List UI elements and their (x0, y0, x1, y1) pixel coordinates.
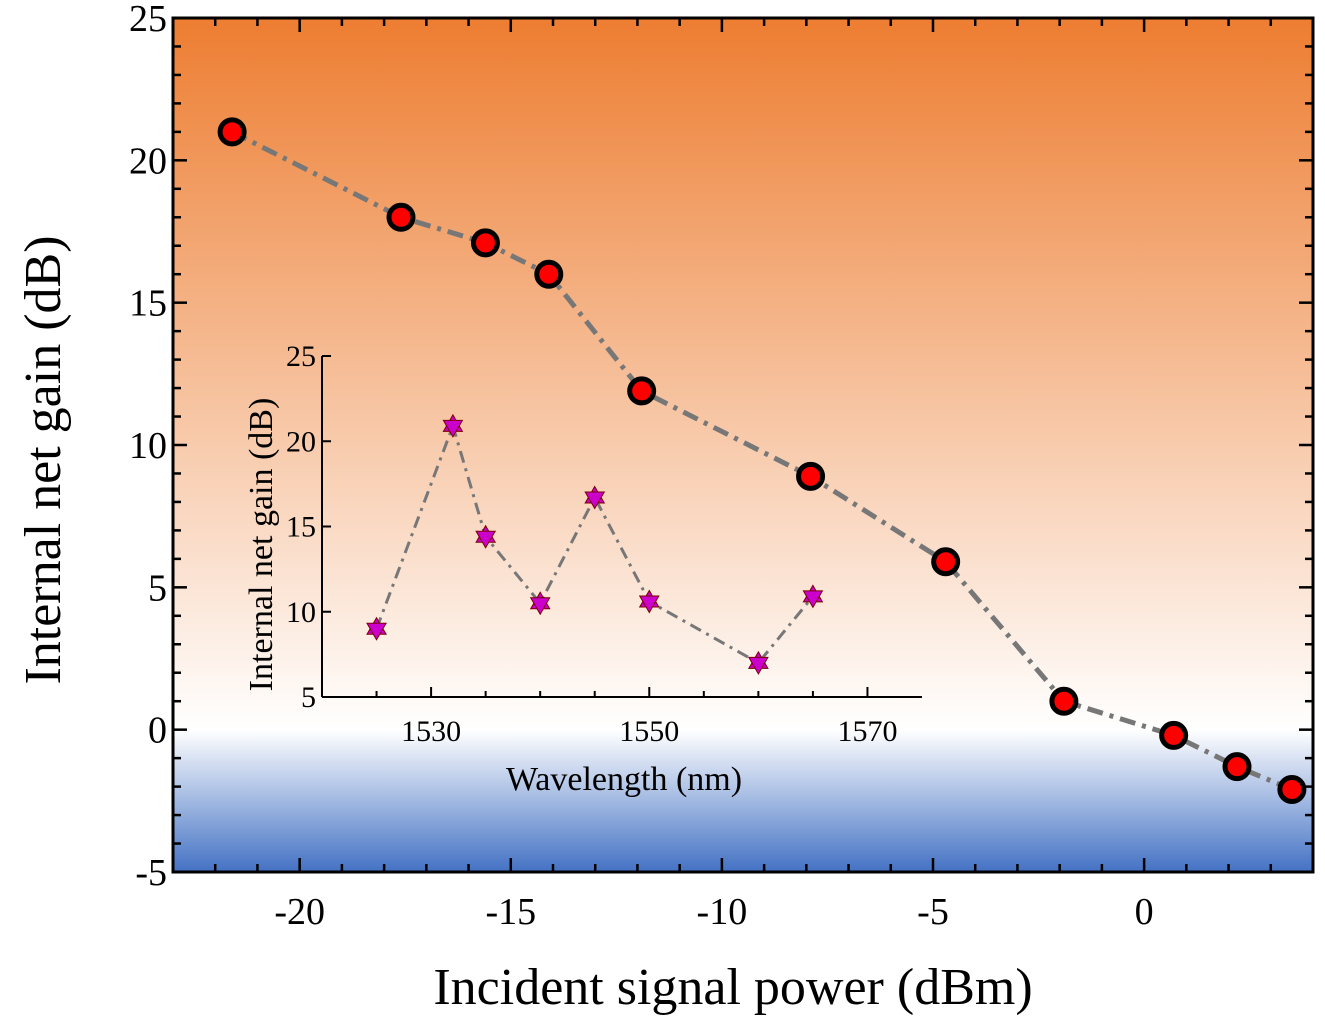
y-tick-label: 15 (129, 283, 167, 325)
main-data-point (1277, 774, 1307, 804)
inset-y-tick-label: 5 (301, 681, 316, 714)
y-tick-label: 0 (148, 710, 167, 752)
main-data-point (1222, 752, 1252, 782)
inset-data-point (529, 591, 551, 616)
y-tick-label: 25 (129, 0, 167, 40)
inset-star-part (475, 530, 497, 549)
inset-data-point (442, 413, 464, 438)
inset-star-part (802, 590, 824, 609)
inset-data-point (475, 524, 497, 549)
main-x-axis-title: Incident signal power (dBm) (433, 959, 1032, 1016)
inset-y-tick-label: 25 (286, 340, 316, 373)
inset-data-point (638, 589, 660, 614)
inset-star-part (366, 622, 387, 641)
inset-star-part (747, 656, 769, 675)
main-data-point (627, 376, 657, 406)
inset-data-point (802, 584, 824, 609)
inset-star-part (529, 597, 551, 616)
inset-star-part (442, 419, 464, 438)
inset-series-line (375, 421, 815, 665)
main-data-point (931, 547, 961, 577)
y-tick-label: -5 (135, 852, 167, 894)
inset-y-tick-label: 10 (286, 596, 316, 629)
x-tick-label: -20 (274, 891, 325, 933)
main-data-point (1049, 686, 1079, 716)
main-data-point (796, 461, 826, 491)
inset-y-tick-label: 20 (286, 425, 316, 458)
x-tick-label: -10 (697, 891, 748, 933)
x-tick-label: 0 (1135, 891, 1154, 933)
y-tick-label: 10 (129, 425, 167, 467)
inset-data-point (584, 485, 606, 510)
main-data-point (217, 117, 247, 147)
inset-x-axis-title: Wavelength (nm) (506, 761, 742, 798)
main-data-point (534, 259, 564, 289)
main-data-point (1159, 720, 1189, 750)
x-tick-label: -15 (485, 891, 536, 933)
y-tick-label: 20 (129, 140, 167, 182)
inset-x-tick-label: 1530 (401, 715, 461, 748)
y-tick-label: 5 (148, 567, 167, 609)
inset-data-point (747, 650, 769, 675)
x-tick-label: -5 (917, 891, 949, 933)
main-data-point (386, 202, 416, 232)
inset-data-point (366, 616, 387, 641)
inset-x-tick-label: 1570 (837, 715, 897, 748)
inset-star-part (584, 491, 606, 510)
plot-background (173, 18, 1313, 872)
inset-star-part (638, 595, 660, 614)
main-y-axis-title: Internal net gain (dB) (15, 235, 72, 684)
main-data-point (470, 228, 500, 258)
inset-y-axis-title: Internal net gain (dB) (243, 398, 280, 692)
inset-y-tick-label: 15 (286, 511, 316, 544)
inset-x-tick-label: 1550 (619, 715, 679, 748)
